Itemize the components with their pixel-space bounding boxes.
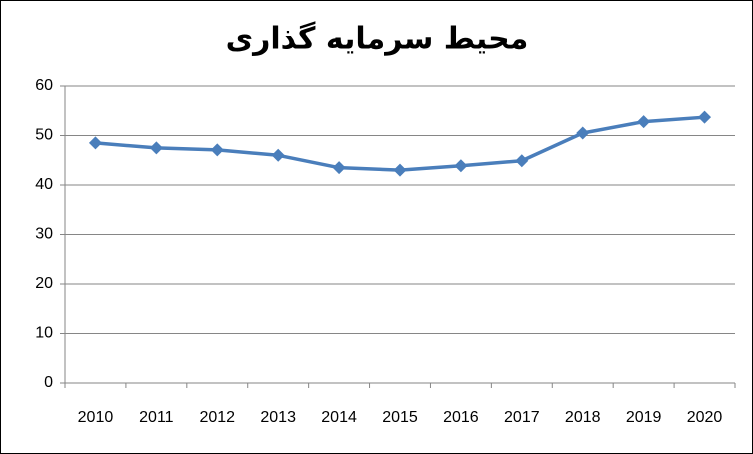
data-marker [271,148,285,162]
x-tick-label: 2013 [260,409,296,426]
chart-title: محیط سرمایه گذاری [226,21,529,57]
x-tick-label: 2012 [199,409,235,426]
data-marker [576,126,590,140]
data-marker [515,154,529,168]
data-marker [149,141,163,155]
x-tick-label: 2014 [321,409,357,426]
y-tick-label: 40 [35,176,53,193]
data-marker [698,110,712,124]
y-tick-label: 10 [35,325,53,342]
x-tick-label: 2016 [443,409,479,426]
data-marker [637,115,651,129]
data-marker [332,161,346,175]
x-tick-label: 2019 [626,409,662,426]
data-marker [210,143,224,157]
y-tick-label: 30 [35,226,53,243]
x-tick-label: 2015 [382,409,418,426]
y-tick-label: 20 [35,275,53,292]
x-tick-label: 2011 [139,409,174,426]
y-tick-label: 50 [35,127,53,144]
x-tick-label: 2018 [565,409,601,426]
x-tick-label: 2017 [504,409,540,426]
x-tick-label: 2010 [78,409,114,426]
y-tick-label: 60 [35,77,53,94]
x-tick-label: 2020 [687,409,723,426]
data-marker [88,136,102,150]
data-marker [393,163,407,177]
y-tick-label: 0 [44,374,53,391]
data-marker [454,159,468,173]
